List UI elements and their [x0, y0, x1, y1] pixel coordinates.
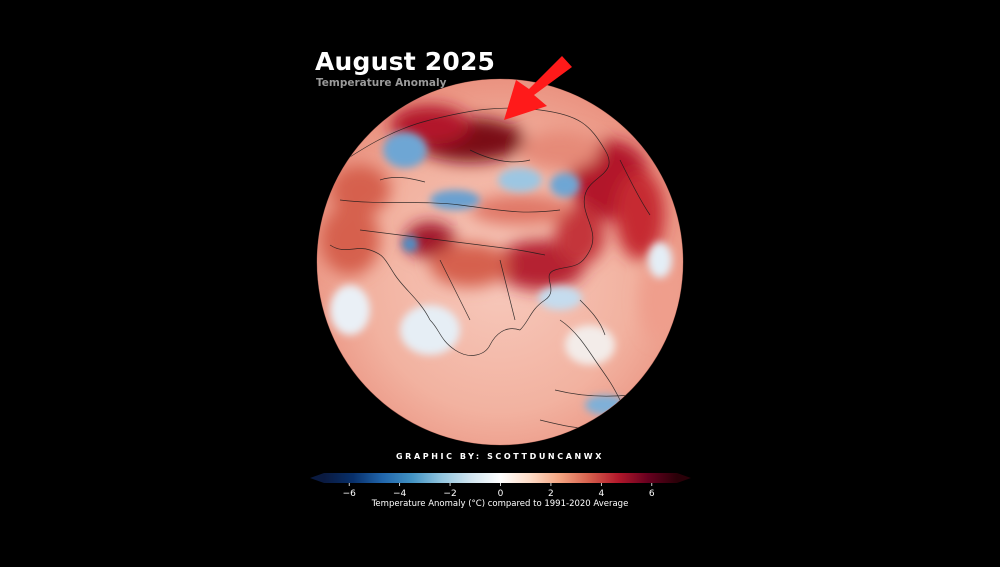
graphic-credit: GRAPHIC BY: SCOTTDUNCANWX [396, 452, 604, 461]
colorbar-tick-label: 6 [649, 489, 655, 499]
colorbar-tick-label: 0 [498, 489, 504, 499]
colorbar-max-cap [677, 473, 691, 483]
map-subtitle: Temperature Anomaly [316, 77, 447, 89]
colorbar-tick-label: −4 [393, 489, 407, 499]
colorbar: −6 −4 −2 0 2 4 6 [310, 473, 691, 499]
colorbar-ticks: −6 −4 −2 0 2 4 6 [343, 483, 655, 499]
colorbar-tick-label: 4 [598, 489, 604, 499]
colorbar-tick-label: 2 [548, 489, 554, 499]
red-arrow-icon [504, 56, 572, 120]
globe [316, 78, 684, 446]
map-title: August 2025 [315, 47, 496, 76]
colorbar-tick-label: −6 [343, 489, 357, 499]
colorbar-min-cap [310, 473, 324, 483]
colorbar-tick-label: −2 [443, 489, 456, 499]
colorbar-gradient [324, 473, 677, 483]
anomaly-field [320, 105, 680, 429]
colorbar-label: Temperature Anomaly (°C) compared to 199… [371, 499, 629, 509]
